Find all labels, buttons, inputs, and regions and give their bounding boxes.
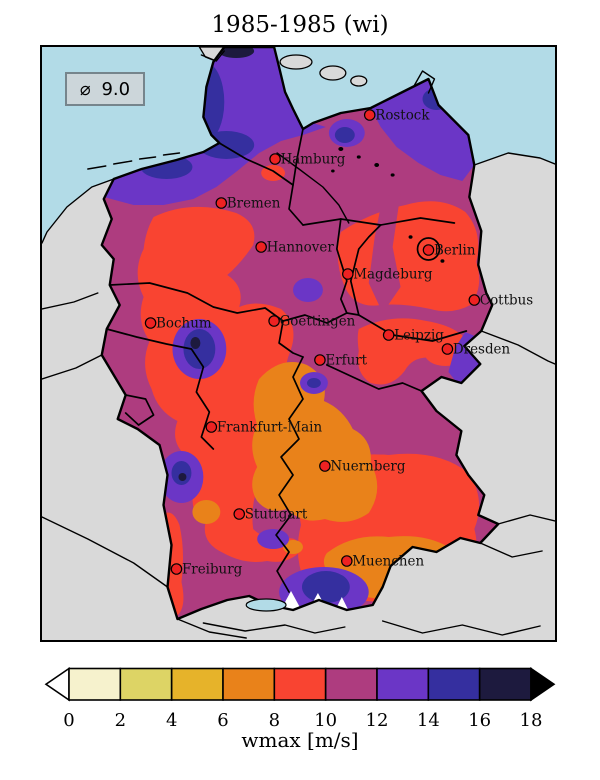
mean-annotation-text: ⌀ 9.0 [79,78,131,100]
danish-islands [198,47,368,87]
city-marker-stuttgart: Stuttgart [233,506,308,523]
city-label: Erfurt [325,352,367,368]
city-marker-goettingen: Goettingen [268,313,356,330]
lakes-and-islets [245,147,445,612]
city-dot [363,109,376,121]
colorbar-tick-label: 6 [217,710,228,731]
germany-wind-map: Rostock Hamburg Bremen Hannover BerlinMagdeb… [42,47,555,640]
city-label: Frankfurt-Main [217,419,323,435]
city-marker-cottbus: Cottbus [468,292,533,309]
city-label: Magdeburg [353,266,433,282]
city-marker-dresden: Dresden [441,341,511,358]
city-label: Berlin [434,242,476,258]
city-marker-leipzig: Leipzig [382,327,444,344]
city-marker-bremen: Bremen [215,195,281,212]
city-marker-hannover: Hannover [255,239,335,256]
city-dot [144,317,157,329]
city-marker-erfurt: Erfurt [314,352,368,369]
city-label: Bremen [227,195,281,211]
city-label: Bochum [156,315,212,331]
colorbar-tick-label: 2 [115,710,126,731]
mean-annotation-box: ⌀ 9.0 [65,72,145,106]
city-dot [269,153,281,165]
colorbar-segment [222,667,276,701]
city-label: Rostock [375,107,430,123]
germany-border [100,47,500,621]
colorbar-segment [478,667,532,701]
city-label: Nuernberg [330,458,405,474]
city-dot [205,421,218,433]
colorbar-segment [376,667,430,701]
colorbar-tick-label: 0 [63,710,74,731]
colorbar-label: wmax [m/s] [241,728,359,752]
colorbar-tick-label: 16 [468,710,491,731]
city-label: Cottbus [480,292,533,308]
city-label: Stuttgart [245,506,308,522]
city-marker-magdeburg: Magdeburg [342,266,433,283]
city-dot [468,294,481,306]
city-label: Freiburg [182,561,243,577]
city-marker-berlin: Berlin [422,242,476,259]
city-dot [233,508,246,520]
colorbar-under-arrow [44,666,70,702]
city-dot [342,268,354,280]
colorbar-tick-label: 18 [520,710,543,731]
colorbar-segment [170,667,224,701]
city-marker-muenchen: Muenchen [341,553,424,570]
city-dot [268,315,280,327]
colorbar-segment [273,667,327,701]
plot-title: 1985-1985 (wi) [211,12,389,38]
city-marker-bochum: Bochum [144,315,212,332]
city-marker-freiburg: Freiburg [170,561,243,578]
city-dot [215,197,228,209]
city-label: Goettingen [280,313,356,329]
city-dot [341,555,353,567]
colorbar-tick-label: 8 [269,710,280,731]
city-dot [319,460,331,472]
neighbor-borders [42,50,555,639]
lake-constance [245,598,287,612]
colorbar-tick-label: 10 [314,710,337,731]
colorbar-segment [324,667,378,701]
map-frame: Rostock Hamburg Bremen Hannover Berlin Magdeb… [40,45,557,642]
city-marker-nuernberg: Nuernberg [319,458,406,475]
colorbar-segment [427,667,481,701]
state-borders [105,128,468,593]
colorbar-tick-label: 14 [417,710,440,731]
city-label: Hamburg [281,151,346,167]
city-label: Muenchen [352,553,424,569]
city-marker-hamburg: Hamburg [269,151,346,168]
city-dot [422,244,435,256]
city-dot [170,563,183,575]
colorbar-tick-label: 12 [366,710,389,731]
colorbar-tick-label: 4 [166,710,177,731]
city-marker-rostock: Rostock [363,107,430,124]
city-dot [255,241,267,253]
colorbar-wrap: 0 2 4 6 8 10 12 14 16 18 [40,660,560,740]
city-dot [441,343,454,355]
city-markers: Rostock Hamburg Bremen Hannover BerlinMagdeb… [144,107,533,578]
city-dot [382,329,395,341]
colorbar-segment [68,667,122,701]
city-label: Dresden [453,341,511,357]
city-label: Leipzig [394,327,444,343]
colorbar-over-arrow [530,666,556,702]
city-label: Hannover [267,239,335,255]
city-marker-frankfurt-main: Frankfurt-Main [205,419,323,436]
city-dot [314,354,326,366]
colorbar-segment [119,667,173,701]
colorbar: 0 2 4 6 8 10 12 14 16 18 [44,666,556,731]
